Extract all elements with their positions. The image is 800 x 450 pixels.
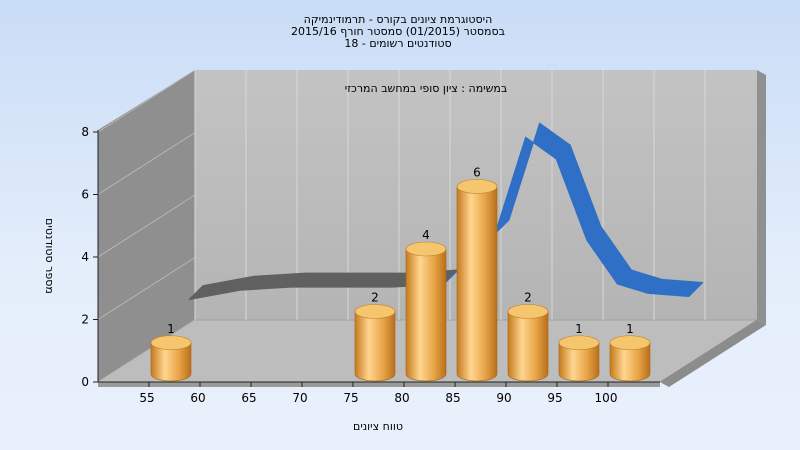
bar-value-label-80: 4 bbox=[422, 228, 430, 242]
grid-lines bbox=[97, 69, 706, 383]
x-tick-label-4: 75 bbox=[343, 391, 358, 405]
grid-line-left-4 bbox=[97, 69, 196, 133]
bar-value-label-90: 2 bbox=[524, 291, 532, 305]
bar-cap-75 bbox=[354, 304, 396, 319]
y-tick-label-3: 6 bbox=[81, 188, 89, 202]
x-tick-label-0: 55 bbox=[139, 391, 154, 405]
bar-95: 1 bbox=[558, 322, 600, 382]
bar-75: 2 bbox=[354, 291, 396, 382]
x-tick-label-5: 80 bbox=[394, 391, 409, 405]
bar-value-label-100: 1 bbox=[626, 322, 634, 336]
bar-body-95 bbox=[558, 342, 600, 382]
x-tick-label-3: 70 bbox=[292, 391, 307, 405]
bar-cap-85 bbox=[456, 179, 498, 194]
plot-floor-edge bbox=[660, 320, 766, 387]
curve-layer bbox=[188, 122, 704, 301]
plot-wall-right-edge bbox=[757, 70, 766, 325]
plot-base-front bbox=[98, 382, 660, 387]
bar-value-label-55: 1 bbox=[167, 322, 175, 336]
bar-body-55 bbox=[150, 342, 192, 382]
bar-value-label-75: 2 bbox=[371, 291, 379, 305]
bar-100: 1 bbox=[609, 322, 651, 382]
bar-90: 2 bbox=[507, 291, 549, 382]
bar-85: 6 bbox=[456, 166, 498, 382]
bar-55: 1 bbox=[150, 322, 192, 382]
bar-value-label-95: 1 bbox=[575, 322, 583, 336]
y-axis-label: מספר סטודנטים bbox=[43, 218, 56, 294]
y-tick-label-2: 4 bbox=[81, 250, 89, 264]
bar-body-75 bbox=[354, 311, 396, 382]
grid-line-left-3 bbox=[97, 132, 196, 195]
bar-cap-90 bbox=[507, 304, 549, 319]
bar-value-label-85: 6 bbox=[473, 166, 481, 180]
chart-title-line-2: בסמסטר (01/2015) סמסטר חורף 2015/16 bbox=[291, 25, 505, 38]
bar-body-85 bbox=[456, 186, 498, 382]
x-axis-label: טווח ציונים bbox=[353, 420, 403, 433]
x-tick-label-7: 90 bbox=[496, 391, 511, 405]
chart-subtitle: במשימה : ציון סופי במחשב המרכזי bbox=[345, 82, 508, 95]
grid-line-left-1 bbox=[97, 257, 196, 320]
bar-cap-80 bbox=[405, 241, 447, 257]
y-tick-label-1: 2 bbox=[81, 313, 89, 327]
bar-layer: 1 2 4 6 2 1 1 bbox=[150, 166, 651, 382]
bar-80: 4 bbox=[405, 228, 447, 382]
x-tick-label-8: 95 bbox=[547, 391, 562, 405]
bar-cap-55 bbox=[150, 335, 192, 351]
bar-body-90 bbox=[507, 311, 549, 382]
bar-body-100 bbox=[609, 342, 651, 382]
chart-title-line-3: סטודנטים רשומים - 18 bbox=[344, 37, 451, 50]
bar-cap-100 bbox=[609, 335, 651, 351]
bar-cap-95 bbox=[558, 335, 600, 351]
x-axis-ticks: 55 60 65 70 75 80 85 90 95 100 bbox=[139, 382, 617, 405]
y-axis-ticks: 0 2 4 6 8 bbox=[81, 125, 98, 389]
x-tick-label-1: 60 bbox=[190, 391, 205, 405]
x-tick-label-9: 100 bbox=[595, 391, 618, 405]
x-tick-label-2: 65 bbox=[241, 391, 256, 405]
grid-line-left-2 bbox=[97, 194, 196, 258]
y-tick-label-4: 8 bbox=[81, 125, 89, 139]
bar-body-80 bbox=[405, 248, 447, 382]
grid-line-left-0 bbox=[97, 319, 196, 383]
curve-ribbon-peak bbox=[443, 122, 704, 297]
x-tick-label-6: 85 bbox=[445, 391, 460, 405]
y-tick-label-0: 0 bbox=[81, 375, 89, 389]
chart-title-line-1: היסטוגרמת ציונים בקורס - תרמודינמיקה bbox=[304, 13, 493, 26]
